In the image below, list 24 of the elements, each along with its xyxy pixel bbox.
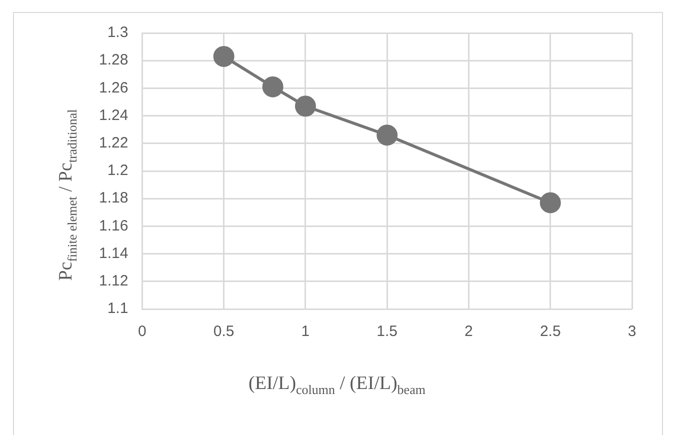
point — [540, 192, 561, 214]
point — [376, 124, 398, 146]
y-tick-label: 1.28 — [98, 52, 128, 69]
y-tick-label: 1.22 — [98, 134, 128, 152]
x-tick-label: 2.5 — [540, 323, 561, 340]
x-axis-title: (EI/L)$_{column}$ / (EI/L)$_{beam}$ — [248, 373, 426, 398]
x-tick-label: 1.5 — [376, 323, 398, 340]
x-tick-label: 3 — [628, 323, 636, 340]
y-tick-label: 1.3 — [107, 24, 128, 42]
y-tick-label: 1.12 — [98, 272, 128, 290]
y-tick-label: 1.26 — [98, 79, 128, 96]
y-tick-label: 1.16 — [98, 217, 128, 234]
y-tick-label: 1.1 — [107, 300, 128, 318]
y-tick-label: 1.18 — [98, 190, 128, 207]
point — [294, 96, 316, 117]
y-tick-label: 1.14 — [98, 244, 128, 262]
y-tick-label: 1.2 — [107, 162, 128, 180]
y-tick-label: 1.24 — [98, 106, 128, 124]
x-tick-label: 1 — [301, 323, 310, 340]
point — [262, 76, 284, 98]
x-tick-label: 0.5 — [213, 323, 234, 340]
x-tick-label: 0 — [138, 323, 146, 340]
x-tick-label: 2 — [464, 323, 473, 340]
point — [213, 46, 234, 67]
